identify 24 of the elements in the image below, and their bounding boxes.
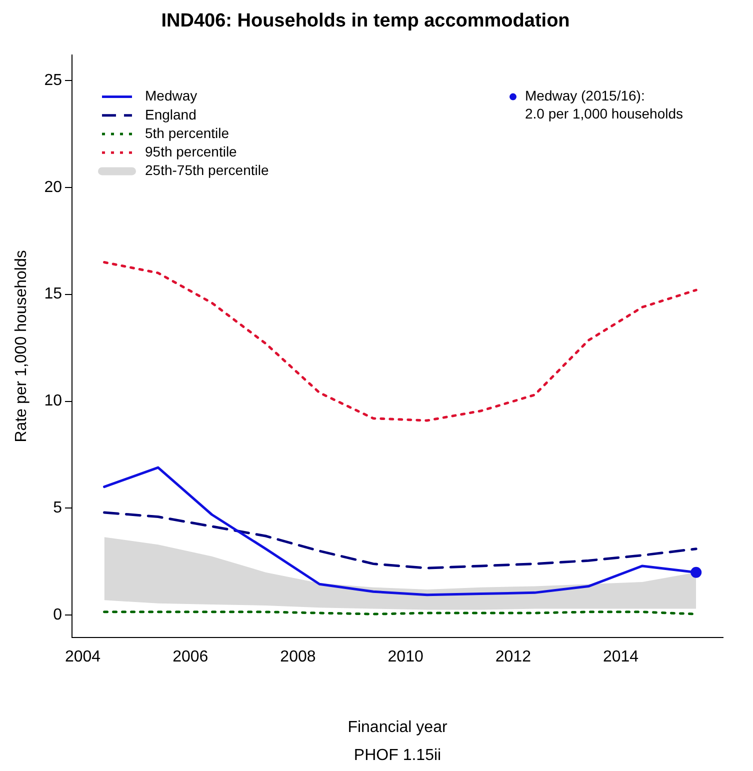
legend-label: 95th percentile [144,143,238,160]
line-series [103,261,698,422]
x-tick-label: 2004 [64,648,101,666]
x-tick-label: 2006 [172,648,208,666]
x-axis-title: Financial year [348,718,448,736]
legend-label: 25th-75th percentile [144,162,269,178]
legend-label: Medway (2015/16): 2.0 per 1,000 households [525,88,684,122]
line-series [103,511,698,570]
y-tick-label: 20 [44,178,62,196]
legend-label: England [144,106,196,122]
text: PHOF 1.15ii [354,747,442,764]
x-tick-label: 2012 [495,648,532,666]
chart-title: IND406: Households in temp accommodation [161,10,570,32]
y-tick-label: 25 [44,72,62,89]
x-tick-label: 2014 [602,648,639,666]
legend-label: Medway [144,88,198,104]
y-tick-label: 5 [53,500,62,517]
y-tick-label: 10 [44,392,62,410]
legend-label: 5th percentile [144,124,230,141]
y-tick-label: 0 [53,606,62,624]
x-tick-label: 2010 [388,648,424,666]
y-axis-title: Rate per 1,000 households [13,250,30,442]
x-tick-label: 2008 [280,648,316,666]
y-tick-label: 15 [44,286,62,303]
